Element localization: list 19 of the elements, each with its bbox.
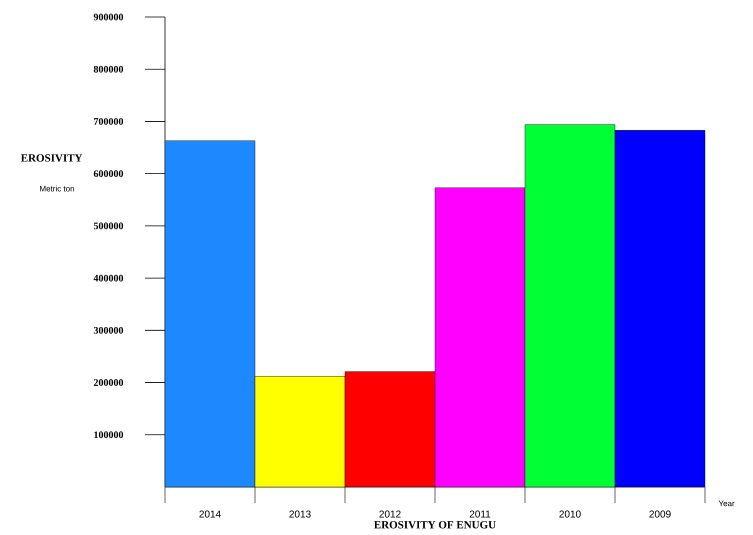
x-tick-label: 2014 [199, 510, 221, 518]
x-tick-label: 2011 [470, 510, 490, 518]
y-tick-label: 900000 [94, 14, 124, 20]
x-axis-title: EROSIVITY OF ENUGU [374, 521, 496, 529]
text: Year [718, 500, 735, 506]
y-tick-label: 400000 [94, 274, 124, 282]
y-tick-label: 800000 [94, 66, 124, 73]
x-tick-label: 2013 [289, 510, 311, 518]
y-tick-label: 700000 [94, 118, 124, 125]
x-tick-label: 2012 [379, 510, 401, 518]
x-tick-label: 2009 [649, 510, 671, 518]
y-axis-title: EROSIVITY [20, 154, 82, 162]
text: Metric ton [40, 186, 74, 192]
x-tick-label: 2010 [559, 510, 581, 518]
y-tick-label: 600000 [94, 170, 124, 178]
y-tick-label: 200000 [94, 379, 124, 386]
y-tick-label: 500000 [94, 222, 124, 230]
y-tick-label: 300000 [94, 326, 124, 334]
y-tick-label: 100000 [94, 431, 124, 438]
